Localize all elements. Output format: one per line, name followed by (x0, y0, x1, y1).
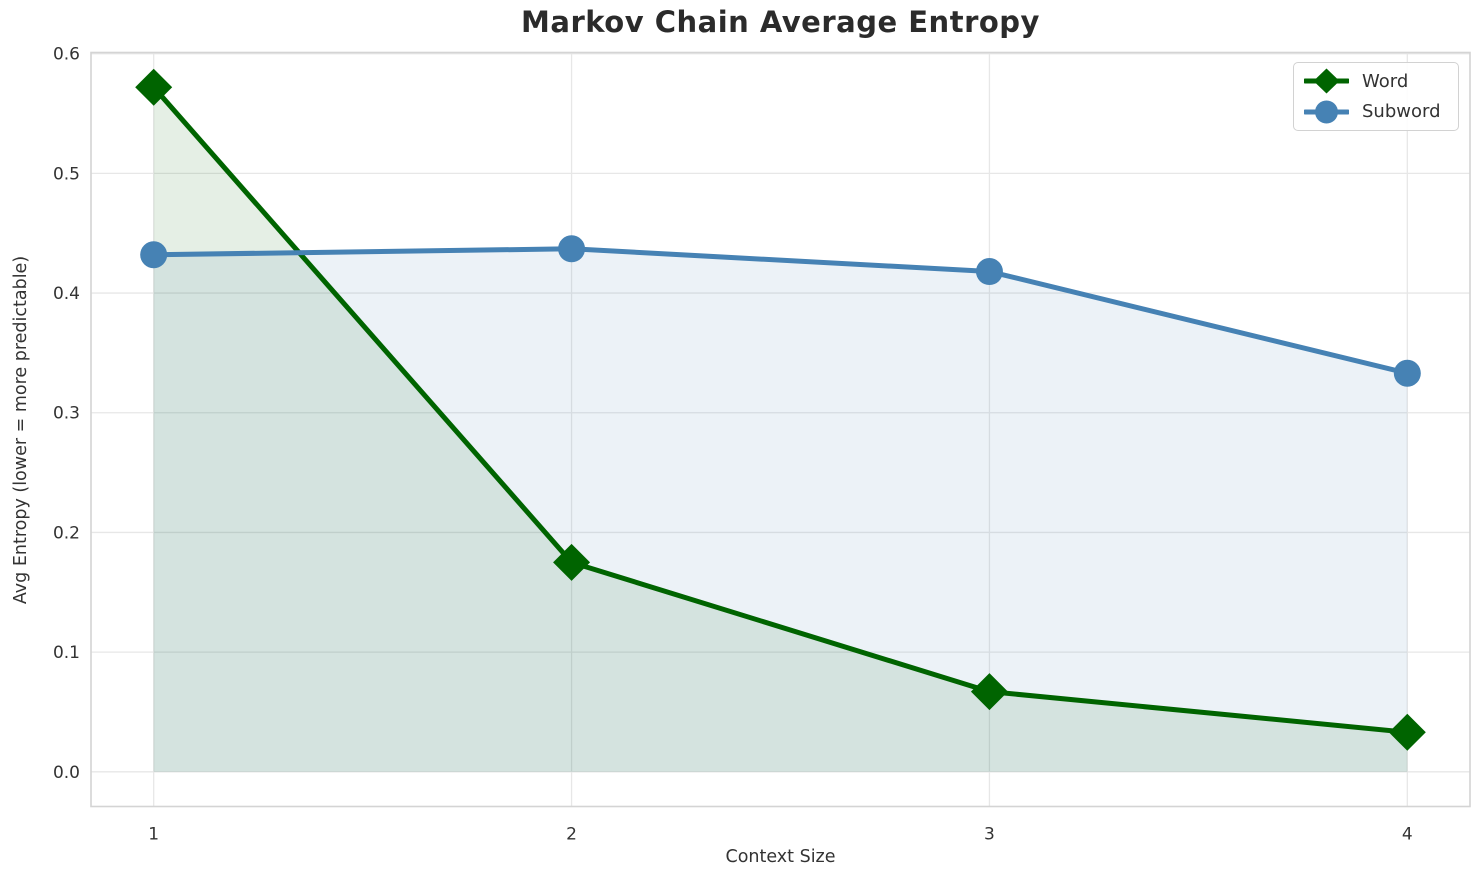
chart-title: Markov Chain Average Entropy (521, 5, 1040, 39)
y-tick-label: 0.4 (53, 284, 80, 304)
area-fill-word (153, 87, 1408, 772)
x-tick-label: 2 (566, 825, 577, 845)
x-axis-label: Context Size (725, 847, 836, 867)
axes-spines (90, 51, 1471, 808)
circle-marker (140, 241, 168, 269)
y-tick-label: 0.0 (53, 763, 80, 783)
circle-marker (1393, 359, 1421, 387)
legend: Word Subword (1293, 62, 1459, 131)
circle-marker-icon (1304, 100, 1349, 124)
y-tick-label: 0.2 (53, 523, 80, 543)
diamond-marker (553, 543, 591, 581)
circle-marker (558, 235, 586, 263)
line-word (151, 84, 1410, 735)
x-tick-label: 3 (984, 825, 995, 845)
diamond-marker (135, 68, 173, 106)
line-subword (151, 246, 1410, 376)
diamond-marker (1388, 713, 1426, 751)
legend-label: Word (1362, 70, 1409, 92)
y-tick-label: 0.6 (53, 45, 80, 65)
area-fill-subword (153, 248, 1408, 772)
diamond-marker-icon (1304, 68, 1349, 94)
circle-marker (975, 258, 1003, 286)
y-tick-label: 0.3 (53, 404, 80, 424)
legend-item-subword: Subword (1304, 98, 1448, 126)
y-axis-label: Avg Entropy (lower = more predictable) (11, 255, 31, 605)
legend-label: Subword (1362, 101, 1441, 123)
y-tick-label: 0.5 (53, 164, 80, 184)
y-tick-label: 0.1 (53, 643, 80, 663)
x-tick-label: 4 (1402, 825, 1413, 845)
diamond-marker (970, 673, 1008, 711)
legend-item-word: Word (1304, 67, 1448, 95)
x-tick-label: 1 (148, 825, 159, 845)
